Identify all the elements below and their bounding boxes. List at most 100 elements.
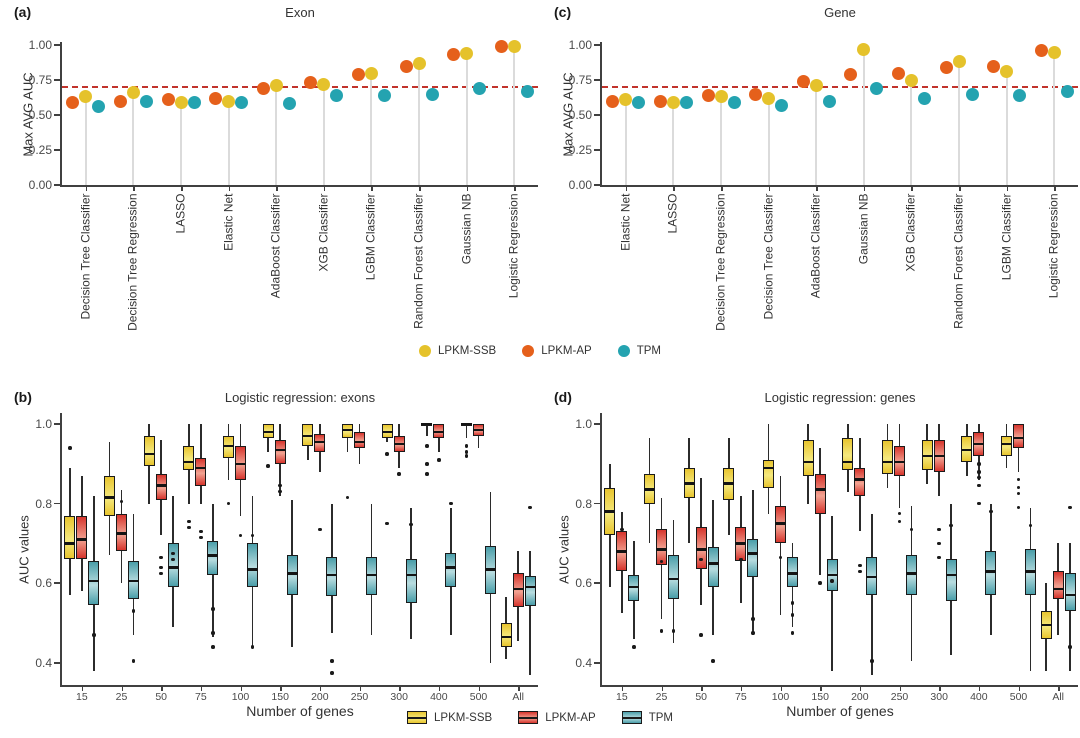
x-tick-label: 400 [430, 691, 448, 703]
outlier-dot-lpkm-ssb [226, 501, 231, 506]
y-tick-mark [54, 662, 60, 664]
median-line-lpkm-ap [854, 478, 866, 481]
whisker-tpm [831, 515, 833, 671]
y-tick-mark [54, 582, 60, 584]
y-tick-label: 1.0 [35, 417, 52, 431]
x-tick-mark [466, 186, 469, 191]
y-axis-line [600, 413, 602, 687]
outlier-dot-tpm [92, 633, 96, 637]
outlier-dot-lpkm-ap [897, 519, 902, 524]
outlier-dot-tpm [989, 509, 993, 514]
x-tick-label: 400 [970, 691, 988, 703]
x-tick-mark [899, 687, 901, 691]
median-line-tpm [405, 573, 417, 577]
lollipop-stick [84, 96, 87, 185]
legend-item-tpm: TPM [617, 345, 661, 357]
panel-logreg-exons-boxplot: (b) Logistic regression: exons AUC value… [0, 385, 540, 738]
outlier-dot-lpkm-ap [778, 555, 783, 560]
outlier-dot-lpkm-ssb [425, 472, 429, 476]
x-tick-mark [133, 186, 135, 191]
median-line-tpm [247, 568, 258, 571]
outlier-dot-lpkm-ap [699, 633, 703, 637]
y-tick-mark [594, 582, 600, 584]
outlier-dot-lpkm-ap [119, 499, 124, 504]
dot-lpkm-ssb [507, 39, 521, 53]
median-line-tpm [326, 573, 338, 577]
median-line-lpkm-ssb [802, 460, 814, 464]
y-tick-label: 0.6 [575, 576, 592, 591]
x-tick-label: 15 [615, 691, 628, 703]
dot-lpkm-ssb [714, 90, 728, 104]
outlier-dot-lpkm-ap [699, 557, 703, 562]
median-line-tpm [366, 573, 377, 577]
y-tick-mark [594, 184, 600, 186]
y-tick-label: 0.25 [568, 143, 592, 157]
dot-lpkm-ssb [364, 66, 378, 80]
median-line-lpkm-ap [775, 522, 786, 525]
outlier-dot-lpkm-ap [937, 555, 941, 560]
lollipop-stick [180, 102, 182, 185]
dot-lpkm-ssb [619, 93, 633, 107]
legend-expression-units-dots: LPKM-SSB LPKM-AP TPM [0, 345, 1080, 357]
x-tick-label: 25 [115, 691, 128, 703]
x-tick-mark [780, 687, 782, 691]
y-tick-mark [54, 149, 60, 151]
x-tick-mark [701, 687, 703, 691]
x-tick-label: All [512, 691, 524, 703]
dot-lpkm-ap [701, 88, 715, 102]
x-tick-mark [863, 186, 866, 191]
median-line-lpkm-ssb [143, 452, 155, 456]
dot-tpm [473, 81, 487, 95]
lollipop-stick [418, 63, 420, 185]
median-line-lpkm-ap [695, 548, 707, 551]
legend-item-lpkm-ssb: LPKM-SSB [407, 711, 492, 724]
box-tpm [1064, 573, 1076, 612]
whisker-lpkm-ap [1017, 424, 1020, 472]
x-tick-label: 200 [311, 691, 329, 703]
dot-tpm [775, 98, 789, 112]
legend-dot-swatch [617, 345, 630, 357]
median-line-tpm [707, 562, 719, 565]
panel-title-exon: Exon [285, 5, 315, 20]
median-line-lpkm-ssb [1001, 442, 1012, 446]
outlier-dot-lpkm-ap [659, 559, 664, 564]
median-line-lpkm-ssb [1040, 623, 1052, 627]
outlier-dot-tpm [330, 659, 334, 663]
outlier-dot-lpkm-ap [1016, 477, 1021, 482]
median-line-lpkm-ap [973, 442, 985, 446]
reference-line-0.7 [602, 86, 1078, 88]
legend-label: TPM [636, 345, 661, 357]
dot-lpkm-ssb [666, 95, 680, 109]
outlier-dot-lpkm-ap [818, 581, 822, 585]
median-line-lpkm-ssb [183, 460, 195, 464]
y-tick-label: 0.00 [568, 178, 592, 192]
median-line-lpkm-ap [1052, 587, 1064, 591]
box-tpm [445, 552, 457, 588]
dot-tpm [282, 97, 296, 111]
outlier-dot-tpm [751, 631, 755, 635]
outlier-dot-lpkm-ap [620, 527, 624, 532]
outlier-dot-lpkm-ap [977, 483, 981, 488]
dot-lpkm-ap [399, 59, 413, 73]
x-tick-label: 150 [271, 691, 289, 703]
outlier-dot-lpkm-ap [977, 501, 981, 506]
median-line-lpkm-ap [76, 538, 88, 541]
median-line-lpkm-ap [656, 548, 667, 551]
x-tick-label: 100 [231, 691, 250, 703]
y-tick-mark [54, 423, 60, 425]
x-tick-mark [200, 687, 203, 691]
y-tick-mark [54, 79, 60, 81]
plot-area-gene: 0.00 0.25 0.50 0.75 1.00 Elastic Net LASSO Deci… [540, 0, 1080, 385]
outlier-dot-lpkm-ssb [464, 450, 469, 454]
median-line-lpkm-ap [933, 454, 945, 458]
dot-tpm [679, 95, 693, 109]
y-tick-mark [54, 184, 60, 186]
median-line-tpm [1025, 570, 1036, 573]
median-line-lpkm-ap [735, 542, 747, 545]
y-tick-label: 0.25 [28, 143, 52, 157]
x-tick-mark [280, 687, 282, 691]
median-line-lpkm-ap [235, 462, 246, 466]
box-tpm [524, 576, 536, 606]
panel-letter-a: (a) [14, 4, 32, 20]
y-tick-mark [54, 114, 60, 116]
